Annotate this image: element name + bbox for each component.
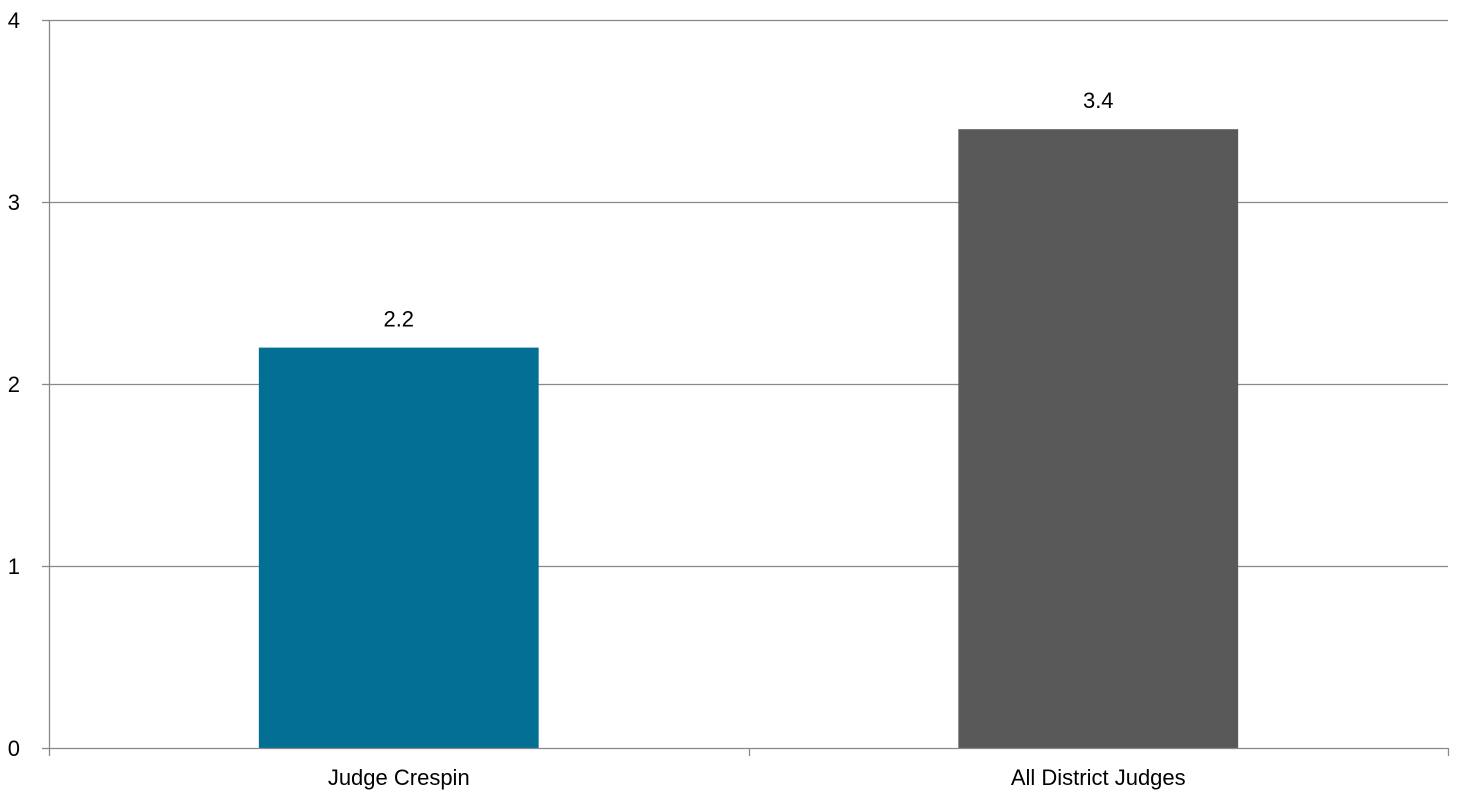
bar-1: [958, 129, 1239, 748]
category-label-1: All District Judges: [1011, 765, 1186, 790]
axes: [42, 19, 1450, 756]
data-label-1: 3.4: [1083, 88, 1114, 113]
y-tick-label: 1: [8, 554, 20, 579]
y-tick-label: 4: [8, 8, 20, 33]
y-tick-label: 2: [8, 372, 20, 397]
category-label-0: Judge Crespin: [328, 765, 470, 790]
labels: 0 1 2 3 4 2.2 Judge Crespin 3.4 All District Jud…: [8, 8, 1186, 790]
bar-0: [258, 347, 539, 748]
y-tick-label: 0: [8, 736, 20, 761]
bars: [258, 129, 1239, 748]
data-label-0: 2.2: [383, 307, 414, 332]
y-tick-label: 3: [8, 190, 20, 215]
